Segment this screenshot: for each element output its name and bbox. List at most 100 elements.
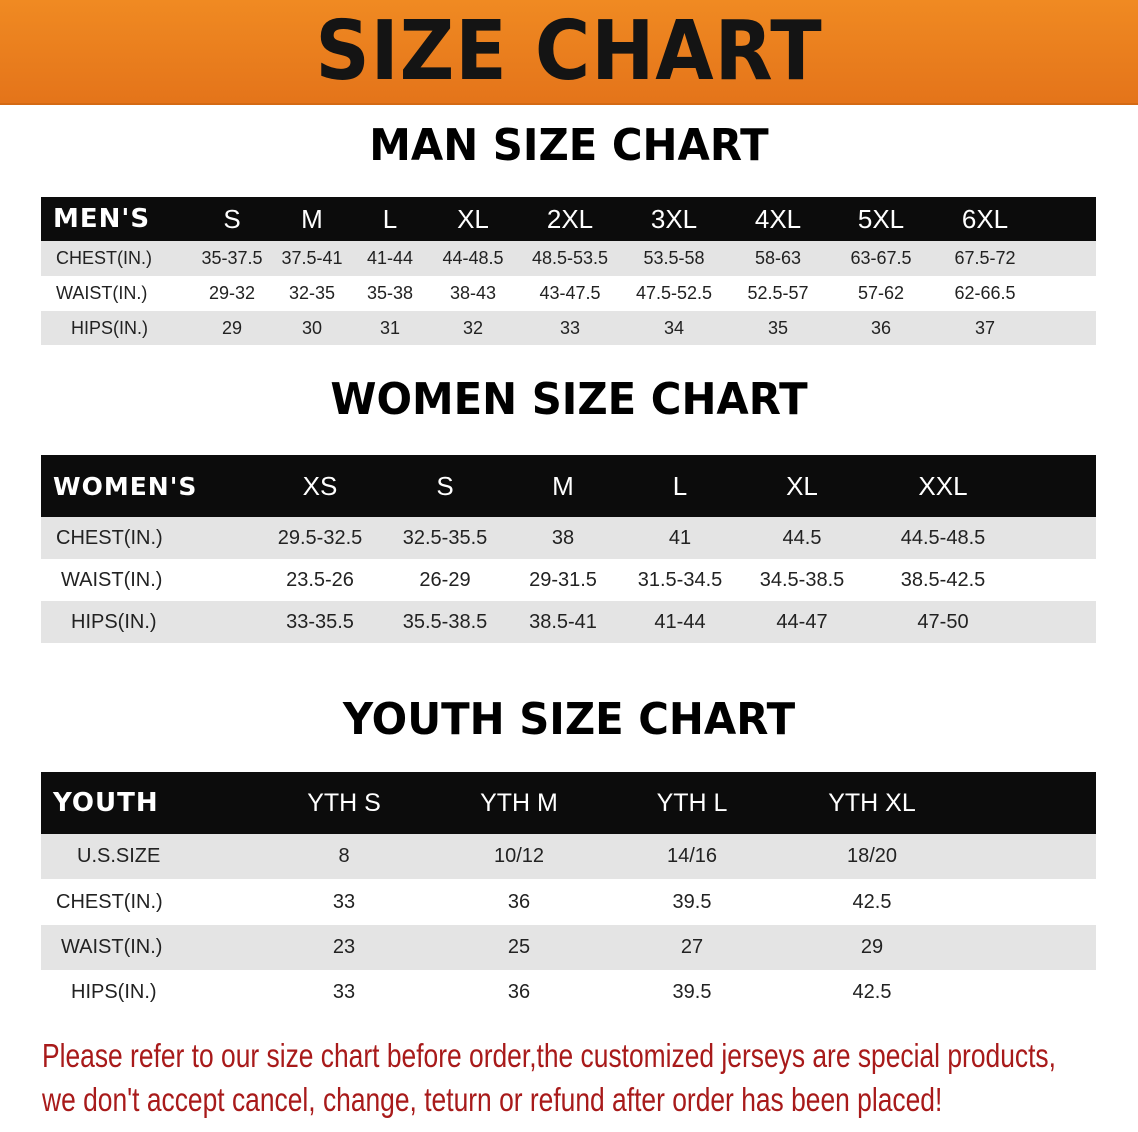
size-value: 33	[332, 981, 356, 1003]
table-row: HIPS(IN.) 33 36 39.5 42.5	[41, 970, 1096, 1015]
size-header: XS	[302, 470, 338, 501]
size-value: 31.5-34.5	[637, 568, 723, 591]
measurement-label: HIPS(IN.)	[71, 610, 157, 633]
table-row: HIPS(IN.) 29 30 31 32 33 34 35 36 37	[41, 311, 1096, 345]
size-value: 35	[767, 317, 789, 338]
size-value: 29.5-32.5	[277, 526, 363, 549]
size-value: 41-44	[366, 248, 414, 268]
size-value: 62-66.5	[954, 283, 1016, 303]
size-value: 44.5	[782, 526, 822, 549]
size-value: 57-62	[857, 283, 905, 303]
size-value: 52.5-57	[747, 283, 809, 303]
size-value: 27	[680, 936, 704, 958]
table-row: WAIST(IN.) 29-32 32-35 35-38 38-43 43-47.5 47.…	[41, 276, 1096, 311]
youth-title: YOUTH SIZE CHART	[342, 694, 796, 745]
size-header: YTH S	[307, 788, 381, 817]
size-value: 34	[663, 317, 685, 338]
size-value: 32.5-35.5	[402, 526, 488, 549]
size-value: 63-67.5	[850, 248, 912, 268]
youth-header-row: YOUTH YTH S YTH M YTH L YTH XL	[41, 772, 1096, 834]
size-value: 44-47	[776, 610, 828, 633]
men-size-table: MEN'S S M L XL 2XL 3XL 4XL 5XL 6XL CHEST(IN.) 35-37…	[41, 197, 1096, 345]
size-header: XL	[457, 203, 489, 234]
size-header: 5XL	[857, 203, 905, 234]
size-value: 38	[551, 526, 575, 549]
size-value: 38.5-42.5	[900, 568, 986, 591]
size-value: 32-35	[288, 283, 336, 303]
size-header: XXL	[918, 470, 968, 501]
size-value: 14/16	[666, 845, 718, 867]
size-value: 48.5-53.5	[531, 248, 609, 268]
size-value: 37.5-41	[281, 248, 343, 268]
table-row: U.S.SIZE 8 10/12 14/16 18/20	[41, 834, 1096, 879]
measurement-label: WAIST(IN.)	[61, 568, 163, 591]
measurement-label: HIPS(IN.)	[71, 317, 149, 338]
women-size-table: WOMEN'S XS S M L XL XXL CHEST(IN.) 29.5-32.5 32.5…	[41, 455, 1096, 643]
note-line-1: Please refer to our size chart before or…	[42, 1037, 1056, 1074]
size-value: 42.5	[852, 890, 892, 913]
size-header: M	[301, 203, 323, 234]
measurement-label: WAIST(IN.)	[61, 936, 163, 958]
women-header-row: WOMEN'S XS S M L XL XXL	[41, 455, 1096, 517]
size-value: 25	[507, 936, 531, 958]
size-value: 23.5-26	[286, 568, 354, 591]
size-header: YTH XL	[828, 788, 916, 817]
size-value: 26-29	[419, 568, 471, 591]
measurement-label: CHEST(IN.)	[56, 248, 152, 268]
size-value: 41	[668, 526, 692, 549]
banner-title: SIZE CHART	[315, 4, 823, 99]
size-header: L	[672, 470, 688, 501]
men-header-label: MEN'S	[53, 204, 151, 234]
table-row: WAIST(IN.) 23.5-26 26-29 29-31.5 31.5-34.5 34…	[41, 559, 1096, 601]
size-value: 44-48.5	[442, 248, 504, 268]
size-value: 38.5-41	[529, 610, 597, 633]
size-value: 38-43	[449, 283, 497, 303]
size-value: 47.5-52.5	[635, 283, 713, 303]
size-value: 43-47.5	[539, 283, 601, 303]
size-header: YTH M	[480, 788, 558, 817]
size-header: YTH L	[656, 788, 728, 817]
measurement-label: WAIST(IN.)	[56, 283, 148, 303]
size-value: 30	[301, 317, 323, 338]
size-value: 35-38	[366, 283, 414, 303]
size-value: 23	[332, 936, 356, 958]
size-value: 35.5-38.5	[402, 610, 488, 633]
size-value: 41-44	[654, 610, 706, 633]
table-row: HIPS(IN.) 33-35.5 35.5-38.5 38.5-41 41-44 44-…	[41, 601, 1096, 643]
size-header: S	[436, 470, 454, 501]
size-value: 33	[559, 317, 581, 338]
size-value: 53.5-58	[643, 248, 705, 268]
size-value: 34.5-38.5	[759, 568, 845, 591]
size-header: L	[382, 203, 398, 234]
measurement-label: U.S.SIZE	[77, 845, 161, 867]
size-value: 29-31.5	[529, 568, 597, 591]
note-line-2: we don't accept cancel, change, teturn o…	[42, 1081, 943, 1118]
size-value: 18/20	[846, 845, 898, 867]
youth-header-label: YOUTH	[53, 788, 159, 818]
size-value: 39.5	[672, 981, 712, 1003]
size-header: 4XL	[754, 203, 802, 234]
size-value: 32	[462, 317, 484, 338]
size-value: 29	[860, 936, 884, 958]
size-value: 42.5	[852, 981, 892, 1003]
size-header: 6XL	[961, 203, 1009, 234]
size-value: 36	[870, 317, 892, 338]
size-value: 36	[507, 890, 531, 913]
size-value: 35-37.5	[201, 248, 263, 268]
size-header: XL	[786, 470, 818, 501]
men-header-row: MEN'S S M L XL 2XL 3XL 4XL 5XL 6XL	[41, 197, 1096, 241]
measurement-label: CHEST(IN.)	[56, 890, 163, 913]
size-value: 33	[332, 890, 356, 913]
size-header: M	[552, 470, 574, 501]
size-header: 2XL	[546, 203, 594, 234]
banner: SIZE CHART	[0, 0, 1138, 105]
size-value: 36	[507, 981, 531, 1003]
women-title: WOMEN SIZE CHART	[330, 374, 808, 425]
men-title: MAN SIZE CHART	[369, 120, 769, 171]
size-value: 67.5-72	[954, 248, 1016, 268]
size-value: 44.5-48.5	[900, 526, 986, 549]
size-header: S	[223, 203, 241, 234]
size-value: 29	[221, 317, 243, 338]
size-value: 31	[379, 317, 401, 338]
size-value: 8	[338, 845, 350, 867]
